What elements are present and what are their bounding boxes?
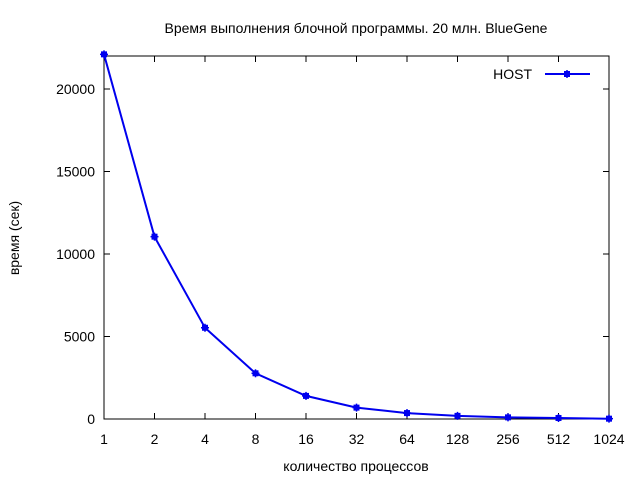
x-tick-label: 256	[496, 431, 520, 447]
x-tick-label: 4	[201, 431, 209, 447]
x-tick-label: 32	[349, 431, 365, 447]
y-tick-label: 10000	[56, 246, 95, 262]
x-axis: 1 2 4 8 16 32 64 128 256 512 1024	[100, 56, 625, 447]
x-tick-label: 1024	[593, 431, 624, 447]
series-layer	[100, 50, 613, 423]
data-point	[403, 409, 411, 418]
y-tick-label: 15000	[56, 164, 95, 180]
x-tick-label: 2	[151, 431, 159, 447]
chart-title: Время выполнения блочной программы. 20 м…	[165, 20, 548, 36]
data-point	[605, 414, 613, 423]
data-point	[201, 323, 209, 332]
y-tick-label: 0	[87, 411, 95, 427]
y-tick-label: 20000	[56, 81, 95, 97]
y-axis-label: время (сек)	[6, 201, 22, 275]
legend-marker	[563, 70, 571, 78]
y-tick-label: 5000	[64, 329, 95, 345]
y-axis: 0 5000 10000 15000 20000	[56, 81, 609, 427]
x-tick-label: 128	[446, 431, 470, 447]
data-point	[554, 414, 563, 423]
series-line-host	[103, 54, 610, 420]
data-point	[100, 50, 108, 59]
x-axis-label: количество процессов	[283, 458, 428, 474]
data-point	[453, 411, 462, 420]
legend: HOST	[493, 66, 590, 82]
data-point	[251, 369, 260, 378]
x-tick-label: 64	[399, 431, 415, 447]
legend-label: HOST	[493, 66, 532, 82]
x-tick-label: 8	[252, 431, 260, 447]
data-point	[504, 413, 512, 422]
data-point	[352, 403, 361, 412]
plot-frame	[103, 55, 610, 420]
data-point	[302, 391, 310, 400]
data-point	[150, 232, 159, 241]
x-tick-label: 1	[100, 431, 108, 447]
x-tick-label: 512	[547, 431, 571, 447]
x-tick-label: 16	[298, 431, 314, 447]
